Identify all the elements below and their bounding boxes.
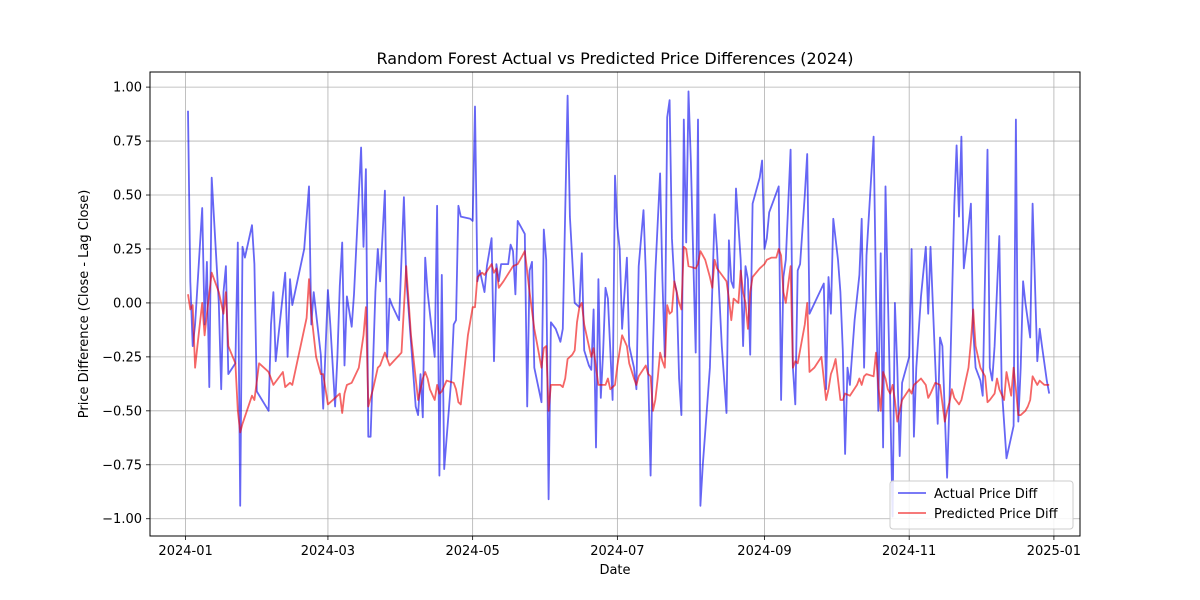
y-tick-label: −0.75	[102, 458, 142, 473]
legend-label: Predicted Price Diff	[934, 507, 1059, 522]
legend: Actual Price Diff Predicted Price Diff	[889, 480, 1074, 530]
chart-title: Random Forest Actual vs Predicted Price …	[376, 49, 853, 68]
legend-label: Actual Price Diff	[934, 487, 1038, 502]
x-tick-label: 2024-09	[737, 544, 791, 559]
x-axis-label: Date	[599, 563, 630, 578]
x-tick-label: 2024-03	[301, 544, 355, 559]
y-tick-label: 0.00	[113, 296, 142, 311]
x-tick-label: 2024-11	[882, 544, 936, 559]
x-axis: 2024-01 2024-03 2024-05 2024-07 2024-09 2024-…	[158, 536, 1081, 559]
y-tick-label: 0.25	[113, 242, 142, 257]
y-tick-label: −0.50	[102, 404, 142, 419]
series-layer	[187, 90, 1051, 518]
plot-frame	[149, 71, 1081, 537]
y-tick-label: 0.75	[113, 135, 142, 150]
y-axis: 1.00 0.75 0.50 0.25 0.00 −0.25 −0.50 −0.75 −1.00	[102, 81, 150, 527]
x-tick-label: 2024-01	[158, 544, 212, 559]
y-tick-label: −0.25	[102, 350, 142, 365]
y-tick-label: 1.00	[113, 81, 142, 96]
x-tick-label: 2024-05	[445, 544, 499, 559]
x-tick-label: 2025-01	[1027, 544, 1081, 559]
y-tick-label: −1.00	[102, 512, 142, 527]
x-tick-label: 2024-07	[590, 544, 644, 559]
y-axis-label: Price Difference (Close - Lag Close)	[77, 190, 92, 419]
predicted-price-diff-line	[187, 245, 1050, 434]
legend-box	[889, 480, 1074, 530]
actual-price-diff-line	[187, 90, 1051, 518]
y-tick-label: 0.50	[113, 189, 142, 204]
